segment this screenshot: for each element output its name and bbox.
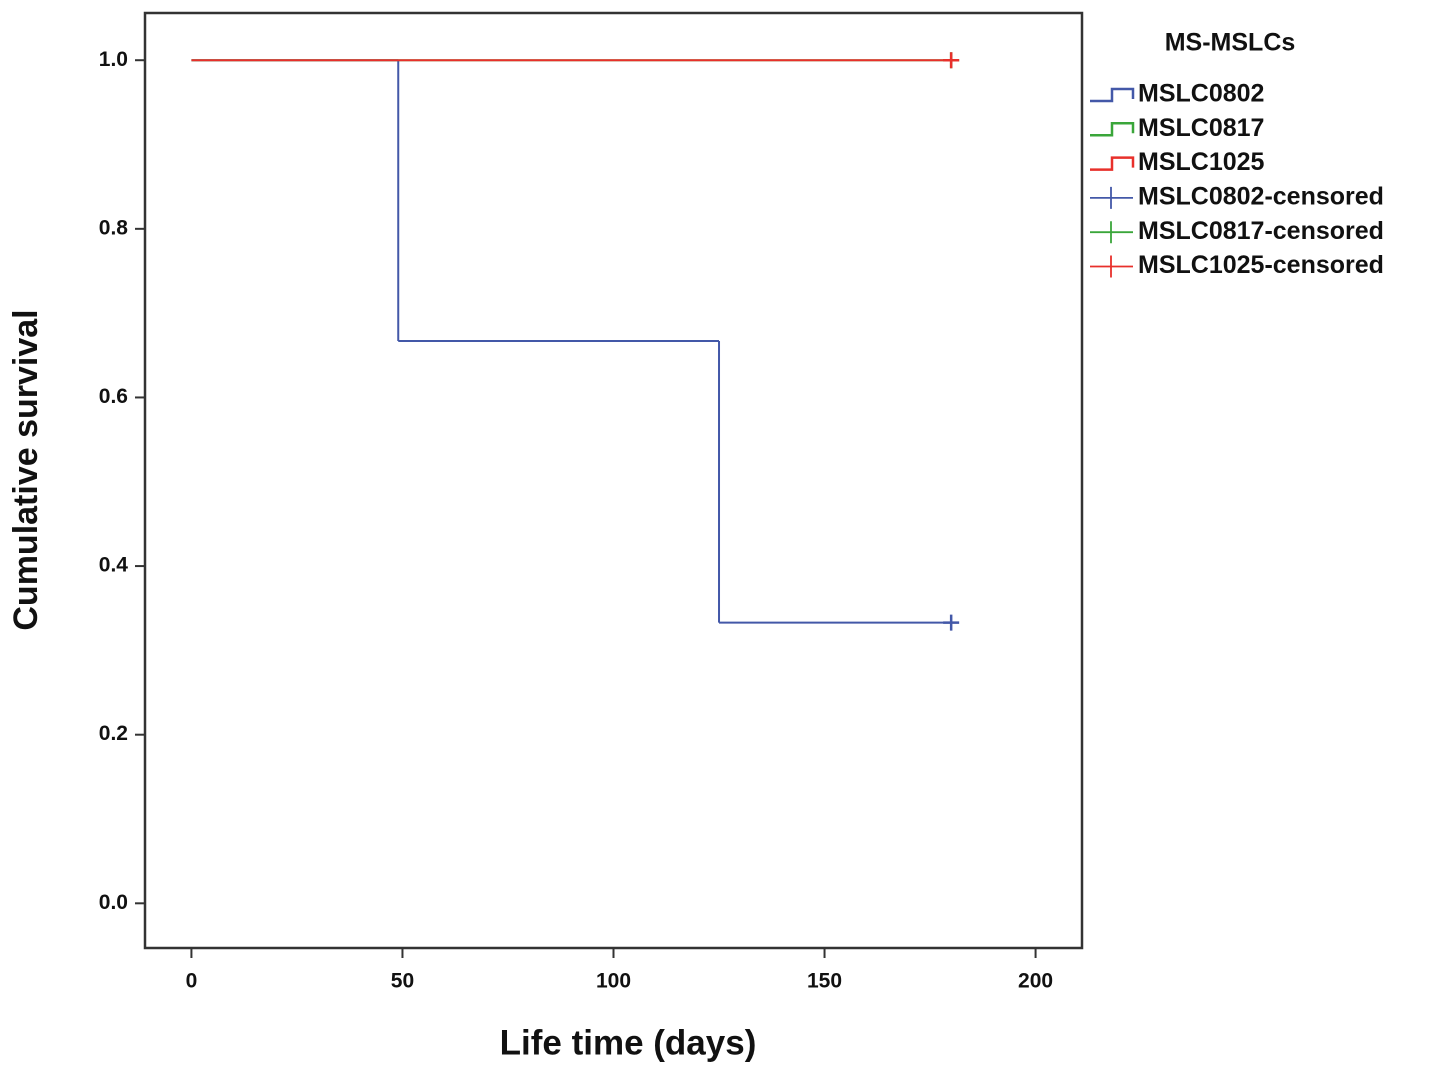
legend-swatch <box>1090 221 1133 244</box>
y-tick-label: 1.0 <box>99 48 128 71</box>
legend-swatch <box>1090 156 1135 171</box>
legend-swatch <box>1090 186 1133 209</box>
x-tick-label: 50 <box>391 970 414 993</box>
legend-title: MS-MSLCs <box>1165 29 1296 57</box>
plot-frame <box>143 11 1084 950</box>
legend-label: MSLC0802 <box>1138 80 1264 108</box>
y-axis-label: Cumulative survival <box>7 309 45 630</box>
y-tick-label: 0.4 <box>99 554 129 577</box>
x-tick-label: 100 <box>596 970 631 993</box>
x-tick-label: 0 <box>186 970 198 993</box>
y-tick-label: 0.2 <box>99 722 128 745</box>
legend-label: MSLC0817-censored <box>1138 217 1384 245</box>
y-tick-label: 0.0 <box>99 891 128 914</box>
x-axis-label: Life time (days) <box>500 1023 757 1062</box>
x-tick-label: 150 <box>807 970 842 993</box>
legend-label: MSLC1025 <box>1138 148 1265 176</box>
y-tick-label: 0.6 <box>99 385 128 408</box>
censor-mark <box>943 52 960 69</box>
x-tick-label: 200 <box>1018 970 1053 993</box>
legend-label: MSLC1025-censored <box>1138 251 1384 279</box>
legend-label: MSLC0802-censored <box>1138 183 1384 211</box>
censor-mark <box>943 614 960 631</box>
legend-swatch <box>1090 122 1135 137</box>
legend-swatch <box>1090 87 1135 103</box>
legend-label: MSLC0817 <box>1138 114 1264 142</box>
y-tick-label: 0.8 <box>99 216 129 239</box>
legend-swatch <box>1090 255 1133 278</box>
